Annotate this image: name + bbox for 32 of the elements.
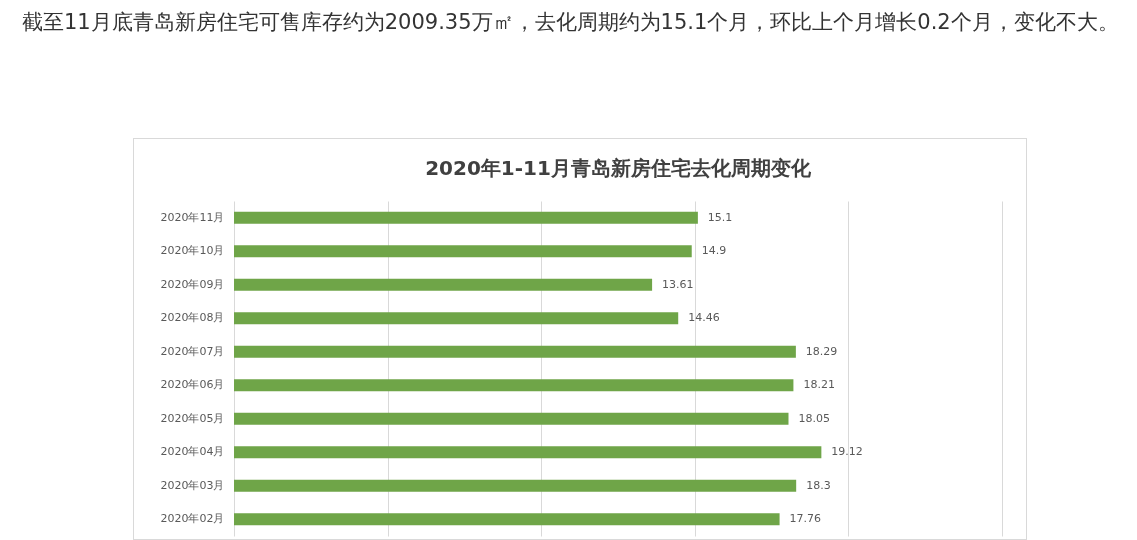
- bar: [234, 379, 794, 392]
- y-tick-label: 2020年09月: [160, 277, 225, 291]
- data-label: 18.05: [798, 411, 830, 425]
- y-tick-label: 2020年06月: [160, 378, 225, 392]
- data-label: 18.29: [805, 344, 838, 358]
- bar: [234, 245, 692, 258]
- y-tick-label: 2020年02月: [160, 512, 225, 526]
- y-tick-label: 2020年03月: [160, 478, 225, 492]
- data-label: 18.21: [803, 378, 835, 392]
- data-label: 15.1: [707, 210, 733, 224]
- y-tick-label: 2020年08月: [160, 311, 225, 325]
- y-tick-label: 2020年07月: [160, 344, 225, 358]
- bar: [234, 211, 698, 224]
- bar: [234, 412, 789, 425]
- data-label: 13.61: [662, 277, 694, 291]
- bar: [234, 345, 796, 358]
- data-label: 14.46: [688, 311, 720, 325]
- bar: [234, 278, 653, 291]
- bar: [234, 446, 822, 459]
- data-label: 18.3: [806, 478, 831, 492]
- y-tick-label: 2020年05月: [160, 411, 225, 425]
- bar: [234, 312, 679, 325]
- data-label: 14.9: [701, 244, 727, 258]
- y-tick-label: 2020年11月: [160, 210, 225, 224]
- data-label: 17.76: [789, 512, 822, 526]
- data-label: 19.12: [831, 445, 863, 459]
- y-tick-label: 2020年10月: [160, 244, 225, 258]
- chart-title: 2020年1-11月青岛新房住宅去化周期变化: [425, 156, 812, 180]
- text: 截至11月底青岛新房住宅可售库存约为2009.35万㎡，去化周期约为15.1个月，环比上个月增长0.2个月，变化不大。: [22, 9, 1120, 36]
- y-tick-label: 2020年04月: [160, 445, 225, 459]
- bar: [234, 479, 797, 492]
- bar: [234, 513, 780, 526]
